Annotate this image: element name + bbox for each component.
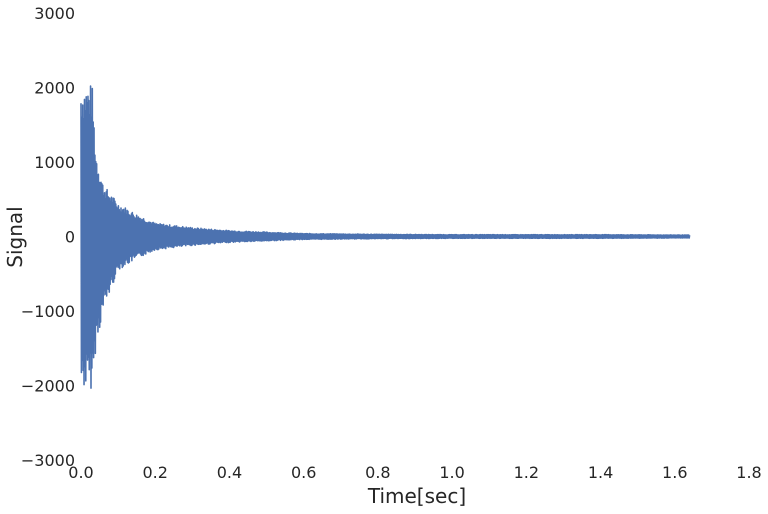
y-tick-label: 1000 <box>34 153 75 172</box>
x-axis-ticks: 0.0 0.2 0.4 0.6 0.8 1.0 1.2 1.4 1.6 1.8 <box>68 463 761 482</box>
x-tick-label: 1.0 <box>439 463 464 482</box>
x-tick-label: 1.4 <box>588 463 613 482</box>
x-tick-label: 0.2 <box>142 463 167 482</box>
x-tick-label: 0.4 <box>217 463 242 482</box>
x-tick-label: 1.8 <box>736 463 761 482</box>
y-tick-label: 2000 <box>34 79 75 98</box>
y-tick-label: −2000 <box>21 377 75 396</box>
x-tick-label: 0.6 <box>291 463 316 482</box>
plot-area <box>80 85 691 389</box>
x-tick-label: 0.0 <box>68 463 93 482</box>
signal-series-line <box>80 85 691 389</box>
y-tick-label: −3000 <box>21 451 75 470</box>
x-axis-label: Time[sec] <box>367 484 466 508</box>
y-tick-label: 0 <box>65 228 75 247</box>
y-tick-label: 3000 <box>34 4 75 23</box>
y-axis-ticks: 3000 2000 1000 0 −1000 −2000 −3000 <box>21 4 75 470</box>
x-tick-label: 0.8 <box>365 463 390 482</box>
y-axis-label: Signal <box>3 206 27 267</box>
x-tick-label: 1.2 <box>514 463 539 482</box>
y-tick-label: −1000 <box>21 302 75 321</box>
x-tick-label: 1.6 <box>662 463 687 482</box>
